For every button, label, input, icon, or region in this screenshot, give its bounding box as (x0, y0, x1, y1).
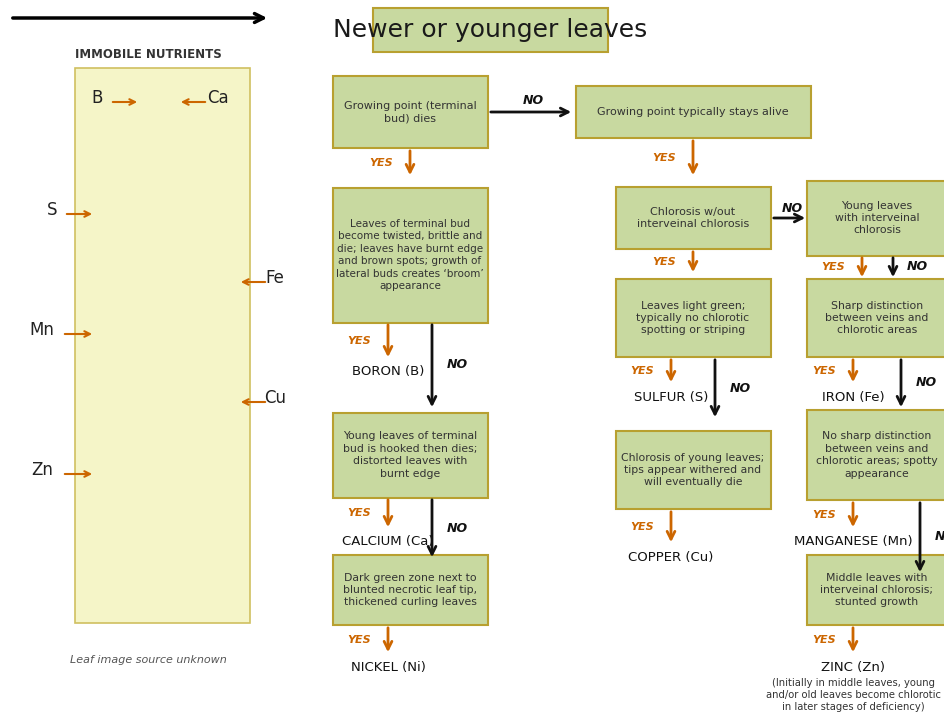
Text: CALCIUM (Ca): CALCIUM (Ca) (342, 535, 433, 548)
Text: Middle leaves with
interveinal chlorosis;
stunted growth: Middle leaves with interveinal chlorosis… (819, 572, 933, 607)
Text: No sharp distinction
between veins and
chlorotic areas; spotty
appearance: No sharp distinction between veins and c… (816, 431, 936, 478)
Text: Young leaves
with interveinal
chlorosis: Young leaves with interveinal chlorosis (834, 201, 919, 236)
Text: Mn: Mn (29, 321, 55, 339)
Text: YES: YES (812, 635, 835, 645)
Text: YES: YES (630, 366, 653, 376)
Text: YES: YES (347, 508, 371, 518)
FancyBboxPatch shape (615, 431, 769, 509)
Text: YES: YES (630, 522, 653, 532)
Text: MANGANESE (Mn): MANGANESE (Mn) (793, 535, 911, 548)
Text: YES: YES (347, 336, 371, 346)
Text: IRON (Fe): IRON (Fe) (821, 392, 884, 404)
FancyBboxPatch shape (806, 279, 944, 357)
Text: Leaves of terminal bud
become twisted, brittle and
die; leaves have burnt edge
a: Leaves of terminal bud become twisted, b… (336, 219, 483, 291)
Text: YES: YES (820, 262, 844, 272)
FancyBboxPatch shape (806, 555, 944, 625)
FancyBboxPatch shape (615, 187, 769, 249)
Text: NO: NO (447, 359, 467, 372)
Text: B: B (92, 89, 103, 107)
FancyBboxPatch shape (615, 279, 769, 357)
FancyBboxPatch shape (332, 555, 487, 625)
Text: NO: NO (906, 261, 927, 273)
Text: YES: YES (651, 257, 675, 267)
Text: NICKEL (Ni): NICKEL (Ni) (350, 661, 425, 674)
Text: Growing point typically stays alive: Growing point typically stays alive (597, 107, 788, 117)
Text: COPPER (Cu): COPPER (Cu) (628, 550, 713, 563)
Text: Leaf image source unknown: Leaf image source unknown (70, 655, 227, 665)
Text: SULFUR (S): SULFUR (S) (633, 392, 707, 404)
Text: YES: YES (812, 510, 835, 520)
Text: Young leaves of terminal
bud is hooked then dies;
distorted leaves with
burnt ed: Young leaves of terminal bud is hooked t… (343, 431, 477, 478)
Text: NO: NO (729, 382, 750, 394)
Text: Sharp distinction
between veins and
chlorotic areas: Sharp distinction between veins and chlo… (824, 300, 928, 335)
Text: YES: YES (812, 366, 835, 376)
Text: Dark green zone next to
blunted necrotic leaf tip,
thickened curling leaves: Dark green zone next to blunted necrotic… (343, 572, 477, 607)
FancyBboxPatch shape (332, 76, 487, 148)
Text: ZINC (Zn): ZINC (Zn) (820, 661, 885, 674)
Text: (Initially in middle leaves, young
and/or old leaves become chlorotic
in later s: (Initially in middle leaves, young and/o… (765, 679, 939, 711)
Text: S: S (46, 201, 58, 219)
Text: Cu: Cu (263, 389, 286, 407)
Text: Chlorosis w/out
interveinal chlorosis: Chlorosis w/out interveinal chlorosis (636, 206, 749, 229)
Text: Growing point (terminal
bud) dies: Growing point (terminal bud) dies (344, 101, 476, 123)
FancyBboxPatch shape (332, 412, 487, 498)
FancyBboxPatch shape (575, 86, 810, 138)
Text: Chlorosis of young leaves;
tips appear withered and
will eventually die: Chlorosis of young leaves; tips appear w… (621, 453, 764, 488)
Text: YES: YES (347, 635, 371, 645)
Text: YES: YES (369, 158, 393, 168)
FancyBboxPatch shape (372, 8, 607, 52)
Text: NO: NO (447, 521, 467, 535)
FancyBboxPatch shape (806, 410, 944, 500)
Text: Leaves light green;
typically no chlorotic
spotting or striping: Leaves light green; typically no chlorot… (635, 300, 749, 335)
Text: Ca: Ca (207, 89, 228, 107)
Text: NO: NO (781, 201, 801, 214)
FancyBboxPatch shape (332, 187, 487, 323)
Text: Zn: Zn (31, 461, 53, 479)
Text: Newer or younger leaves: Newer or younger leaves (332, 18, 647, 42)
FancyBboxPatch shape (806, 181, 944, 256)
FancyBboxPatch shape (75, 68, 250, 623)
Text: NO: NO (915, 377, 936, 389)
Text: Fe: Fe (265, 269, 284, 287)
Text: BORON (B): BORON (B) (351, 365, 424, 379)
Text: IMMOBILE NUTRIENTS: IMMOBILE NUTRIENTS (75, 48, 221, 61)
Text: YES: YES (651, 153, 675, 163)
Text: NO: NO (934, 530, 944, 543)
Text: NO: NO (522, 93, 543, 107)
